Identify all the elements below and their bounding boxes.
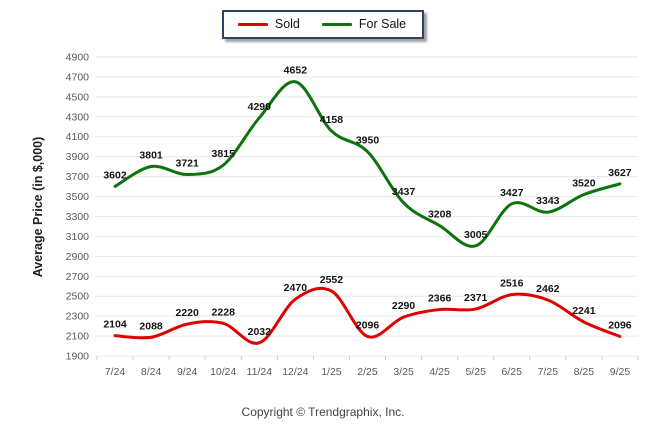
legend-row: Sold For Sale	[0, 0, 646, 39]
data-label: 2462	[536, 283, 560, 295]
x-tick-label: 8/25	[574, 366, 595, 378]
data-label: 2104	[103, 319, 127, 331]
y-tick-label: 2500	[66, 291, 90, 303]
legend-label-sold: Sold	[274, 17, 300, 31]
y-tick-label: 4900	[66, 52, 90, 64]
data-label: 3801	[139, 150, 163, 162]
data-label: 4158	[320, 114, 344, 126]
data-label: 2032	[248, 326, 272, 338]
y-tick-label: 2700	[66, 271, 90, 283]
y-tick-label: 4500	[66, 91, 90, 103]
data-label: 2290	[392, 300, 416, 312]
data-label: 3815	[212, 148, 236, 160]
x-tick-label: 1/25	[321, 366, 342, 378]
data-label: 3005	[464, 229, 488, 241]
data-label: 2228	[212, 306, 236, 318]
data-label: 3627	[608, 167, 632, 179]
legend-item-sold: Sold	[237, 17, 300, 31]
chart-legend: Sold For Sale	[221, 10, 425, 39]
x-tick-label: 7/25	[538, 366, 559, 378]
sold-line-swatch	[237, 22, 268, 26]
y-tick-label: 3900	[66, 151, 90, 163]
data-label: 3437	[392, 186, 416, 198]
x-tick-label: 12/24	[282, 366, 308, 378]
y-tick-label: 3700	[66, 171, 90, 183]
sold-line	[113, 286, 622, 345]
legend-item-for-sale: For Sale	[321, 17, 407, 31]
x-tick-label: 4/25	[429, 366, 450, 378]
data-label: 2220	[175, 307, 199, 319]
x-tick-label: 3/25	[393, 366, 414, 378]
y-tick-label: 3100	[66, 231, 90, 243]
y-tick-label: 1900	[66, 351, 90, 363]
data-label: 3343	[536, 195, 560, 207]
x-tick-label: 8/24	[141, 366, 162, 378]
for-sale-line-swatch	[321, 22, 352, 26]
x-tick-label: 6/25	[502, 366, 523, 378]
data-label: 2552	[320, 274, 344, 286]
data-label: 3602	[103, 169, 127, 181]
y-tick-label: 2900	[66, 251, 90, 263]
for-sale-line	[113, 80, 622, 248]
data-label: 3208	[428, 209, 452, 221]
x-tick-label: 10/24	[210, 366, 236, 378]
data-label: 2470	[284, 282, 308, 294]
copyright-text: Copyright © Trendgraphix, Inc.	[241, 405, 405, 419]
data-label: 2088	[139, 320, 163, 332]
legend-label-for-sale: For Sale	[358, 17, 407, 31]
data-label: 3520	[572, 178, 596, 190]
y-tick-label: 2300	[66, 311, 90, 323]
data-label: 2241	[572, 305, 596, 317]
data-label: 3721	[175, 158, 199, 170]
x-tick-label: 11/24	[247, 366, 273, 378]
x-tick-label: 9/25	[610, 366, 631, 378]
y-tick-label: 3500	[66, 191, 90, 203]
y-axis-title: Average Price (in $,000)	[31, 136, 45, 278]
y-tick-label: 2100	[66, 331, 90, 343]
line-chart-plot: 1900 2100 2300 2500 2700 2900 3100 3300 3500 3700…	[66, 52, 639, 378]
y-tick-label: 4100	[66, 131, 90, 143]
data-label: 4652	[284, 65, 308, 77]
x-tick-label: 7/24	[105, 366, 126, 378]
data-label: 3427	[500, 187, 524, 199]
data-label: 2096	[608, 319, 632, 331]
data-label: 4290	[248, 101, 272, 113]
x-tick-label: 5/25	[465, 366, 486, 378]
x-tick-label: 2/25	[357, 366, 378, 378]
data-label: 2516	[500, 278, 524, 290]
y-tick-label: 4700	[66, 71, 90, 83]
data-label: 3950	[356, 135, 380, 147]
data-label: 2371	[464, 292, 488, 304]
x-tick-label: 9/24	[177, 366, 198, 378]
data-label: 2366	[428, 293, 452, 305]
data-label: 2096	[356, 319, 380, 331]
y-tick-label: 3300	[66, 211, 90, 223]
y-tick-label: 4300	[66, 111, 90, 123]
chart-area: Average Price (in $,000) 1900 2100 2300 250…	[0, 45, 646, 391]
